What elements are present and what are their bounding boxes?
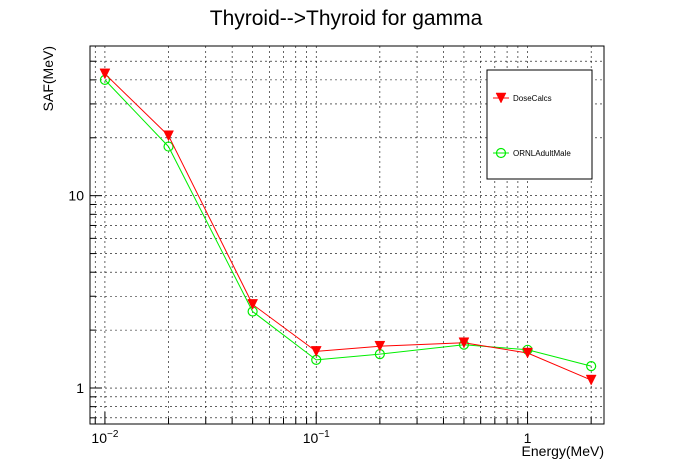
series-line-DoseCalcs — [104, 73, 592, 381]
y-axis-label: SAF(MeV) — [40, 46, 56, 111]
x-tick-label-base: 1 — [524, 430, 532, 446]
x-axis-label: Energy(MeV) — [522, 443, 604, 459]
axis-ticks — [90, 45, 592, 424]
data-point-ORNLAdultMale — [586, 360, 597, 372]
data-point-ORNLAdultMale — [163, 141, 174, 152]
data-point-DoseCalcs — [310, 346, 322, 357]
data-point-DoseCalcs — [585, 374, 597, 386]
x-tick-label-exponent: −1 — [318, 429, 330, 440]
x-tick-label-exponent: −2 — [107, 429, 119, 440]
plot-frame — [89, 45, 605, 425]
legend: DoseCalcs ORNLAdultMale — [486, 69, 593, 180]
x-tick-label: 10−1 — [303, 429, 330, 446]
chart-title: Thyroid-->Thyroid for gamma — [210, 7, 483, 30]
data-point-DoseCalcs — [458, 337, 470, 349]
legend-marker-DoseCalcs — [495, 92, 507, 104]
x-tick-label-base: 10 — [303, 430, 319, 446]
legend-label-DoseCalcs: DoseCalcs — [513, 94, 552, 103]
series-line-ORNLAdultMale — [104, 79, 592, 367]
y-tick-label: 10 — [68, 188, 84, 204]
data-point-DoseCalcs — [247, 299, 259, 310]
x-tick-label-base: 10 — [91, 430, 107, 446]
data-point-DoseCalcs — [522, 347, 533, 359]
y-tick-label: 1 — [76, 380, 84, 396]
data-point-DoseCalcs — [99, 68, 111, 80]
legend-label-ORNLAdultMale: ORNLAdultMale — [513, 149, 571, 158]
legend-marker-ORNLAdultMale — [495, 147, 507, 159]
grid — [90, 45, 604, 424]
x-tick-label: 10−2 — [91, 429, 118, 446]
x-tick-label: 1 — [524, 430, 532, 446]
data-point-DoseCalcs — [374, 340, 386, 352]
legend-box — [486, 69, 593, 180]
series — [99, 68, 597, 386]
data-point-DoseCalcs — [163, 130, 174, 142]
